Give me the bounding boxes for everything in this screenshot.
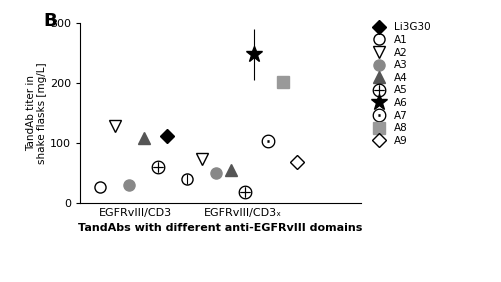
Y-axis label: TandAb titer in
shake flasks [mg/L]: TandAb titer in shake flasks [mg/L] bbox=[26, 62, 47, 164]
Legend: Li3G30, A1, A2, A3, A4, A5, A6, A7, A8, A9: Li3G30, A1, A2, A3, A4, A5, A6, A7, A8, … bbox=[369, 22, 430, 146]
X-axis label: TandAbs with different anti-EGFRvIII domains: TandAbs with different anti-EGFRvIII dom… bbox=[78, 223, 363, 233]
Text: B: B bbox=[44, 12, 57, 30]
